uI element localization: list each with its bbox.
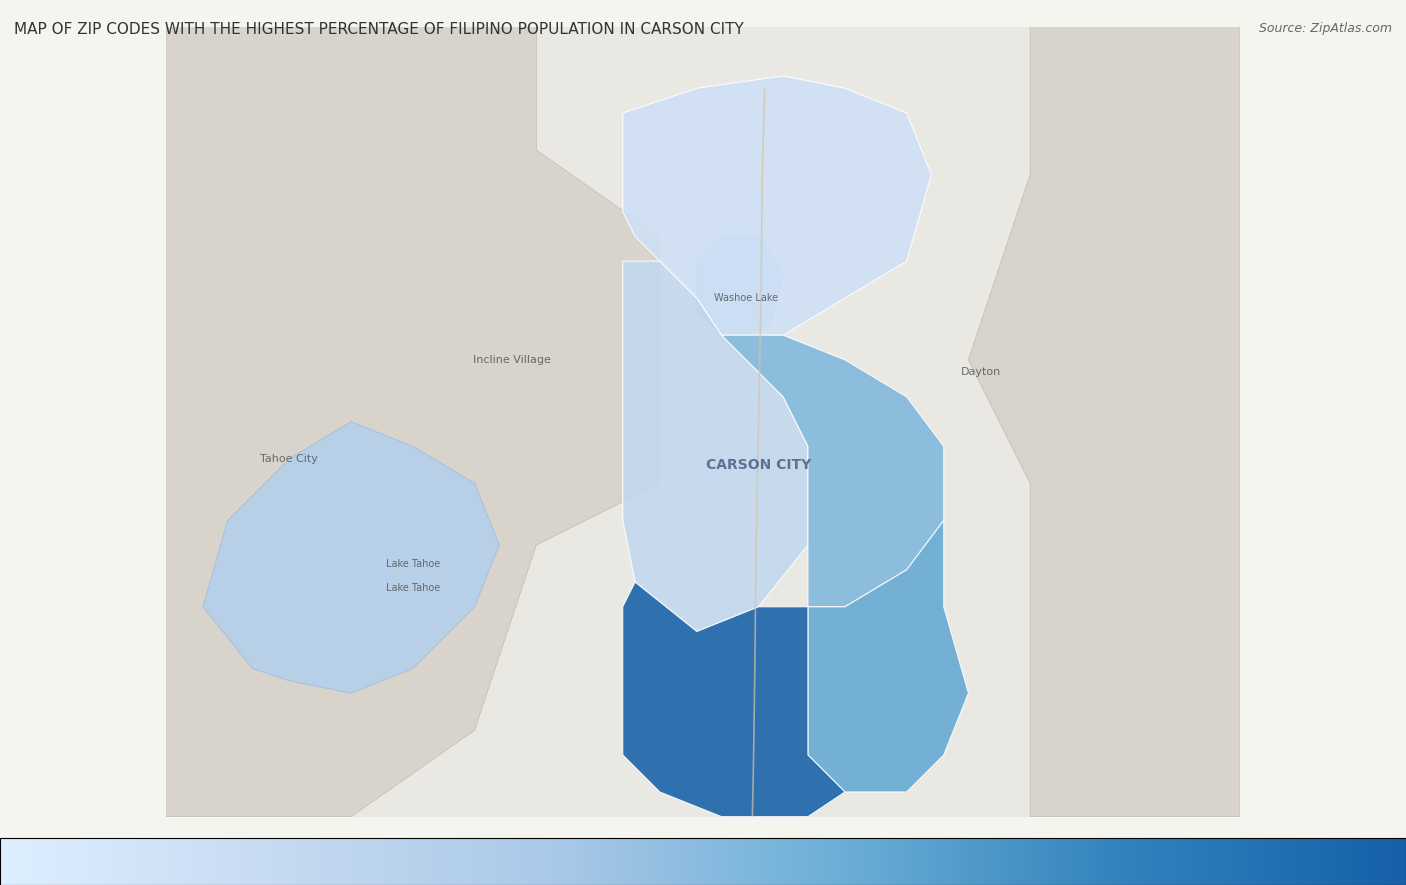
Polygon shape	[721, 335, 943, 607]
Polygon shape	[623, 261, 808, 632]
Text: CARSON CITY: CARSON CITY	[706, 458, 811, 472]
Polygon shape	[808, 520, 969, 792]
Text: Incline Village: Incline Village	[472, 355, 551, 365]
Text: Washoe Lake: Washoe Lake	[714, 293, 779, 304]
Text: Lake Tahoe: Lake Tahoe	[385, 583, 440, 593]
Polygon shape	[202, 421, 499, 693]
Polygon shape	[697, 236, 783, 335]
Text: Tahoe City: Tahoe City	[260, 454, 318, 464]
Text: Lake Tahoe: Lake Tahoe	[385, 558, 440, 568]
Text: MAP OF ZIP CODES WITH THE HIGHEST PERCENTAGE OF FILIPINO POPULATION IN CARSON CI: MAP OF ZIP CODES WITH THE HIGHEST PERCEN…	[14, 22, 744, 37]
Text: Dayton: Dayton	[960, 367, 1001, 377]
Polygon shape	[969, 27, 1240, 817]
Text: Source: ZipAtlas.com: Source: ZipAtlas.com	[1258, 22, 1392, 35]
Polygon shape	[623, 582, 845, 817]
Polygon shape	[166, 27, 659, 817]
Polygon shape	[623, 76, 931, 335]
